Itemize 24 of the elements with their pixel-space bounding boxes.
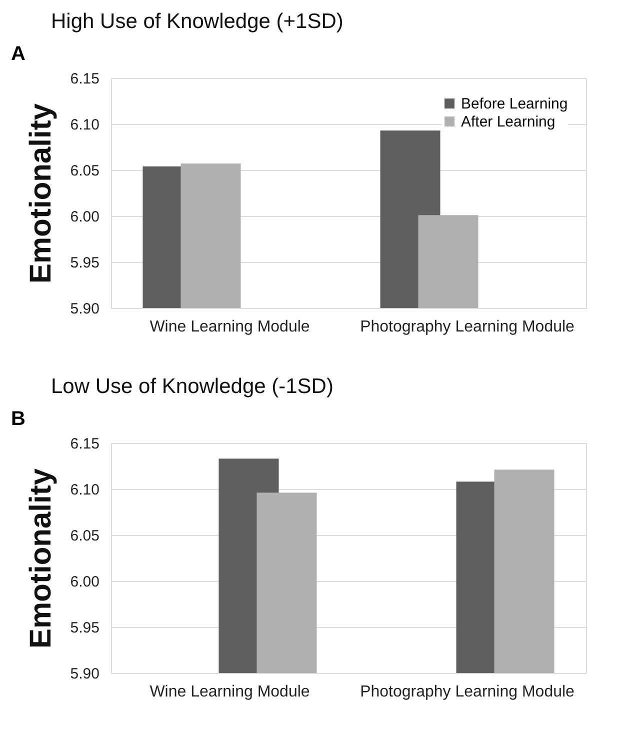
y-tick-label: 6.00 [70,208,100,226]
x-tick-label: Photography Learning Module [360,684,575,700]
y-tick-label: 6.10 [70,482,100,498]
y-tick-label: 6.05 [70,528,100,544]
y-axis-title: Emotionality [24,103,58,284]
chart-title: High Use of Knowledge (+1SD) [51,10,344,33]
y-tick-label: 6.00 [70,574,100,590]
y-tick-label: 5.95 [70,254,100,272]
x-tick-label: Wine Learning Module [150,684,310,700]
y-tick-label: 5.90 [70,300,100,318]
legend-label: Before Learning [461,96,568,112]
legend-label: After Learning [461,114,556,130]
y-tick-label: 6.15 [70,436,100,452]
x-tick-label: Wine Learning Module [150,318,310,336]
y-tick-label: 6.05 [70,162,100,180]
text: A [11,43,26,65]
chart-title: Low Use of Knowledge (-1SD) [51,375,334,398]
y-tick-label: 6.15 [70,70,100,88]
y-tick-label: 5.95 [70,620,100,636]
x-tick-label: Photography Learning Module [360,318,575,336]
text: B [11,408,26,430]
y-tick-label: 6.10 [70,116,100,134]
y-tick-label: 5.90 [70,666,100,682]
y-axis-title: Emotionality [24,468,58,649]
